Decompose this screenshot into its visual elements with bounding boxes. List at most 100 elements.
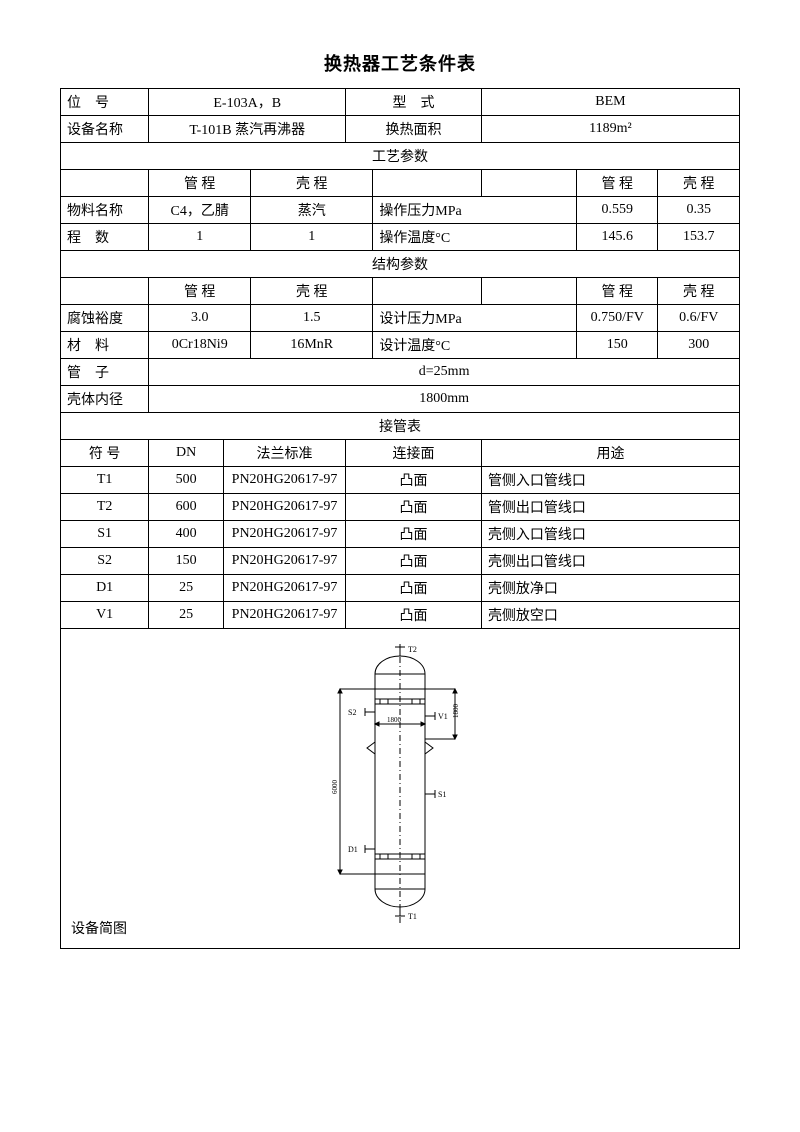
nozzle-row: S1400PN20HG20617-97凸面壳侧入口管线口	[61, 521, 740, 548]
structure-shell-col1: 壳 程	[251, 278, 373, 305]
structure-tube-row: 管 子 d=25mm	[61, 359, 740, 386]
nozzle-sym: D1	[61, 575, 149, 602]
structure-shell-id-row: 壳体内径 1800mm	[61, 386, 740, 413]
nozzle-sym: V1	[61, 602, 149, 629]
nozzle-flange: PN20HG20617-97	[223, 494, 345, 521]
pos-value: E-103A，B	[149, 89, 346, 116]
diag-width: 1800	[387, 716, 402, 724]
op-temp-label: 操作温度°C	[373, 224, 577, 251]
header-row-2: 设备名称 T-101B 蒸汽再沸器 换热面积 1189m²	[61, 116, 740, 143]
nozzle-use: 壳侧入口管线口	[481, 521, 739, 548]
nozzle-dn: 150	[149, 548, 224, 575]
material-shell: 蒸汽	[251, 197, 373, 224]
structure-tube-col1: 管 程	[149, 278, 251, 305]
op-pressure-label: 操作压力MPa	[373, 197, 577, 224]
pos-label: 位 号	[61, 89, 149, 116]
nozzle-col-dn: DN	[149, 440, 224, 467]
nozzle-use: 壳侧放净口	[481, 575, 739, 602]
process-tube-col2: 管 程	[576, 170, 657, 197]
op-temp-tube: 145.6	[576, 224, 657, 251]
diag-t2: T2	[408, 645, 417, 654]
nozzle-col-use: 用途	[481, 440, 739, 467]
nozzle-use: 管侧出口管线口	[481, 494, 739, 521]
design-pressure-shell: 0.6/FV	[658, 305, 740, 332]
passes-tube: 1	[149, 224, 251, 251]
structure-section-header: 结构参数	[61, 251, 740, 278]
equip-value: T-101B 蒸汽再沸器	[149, 116, 346, 143]
diag-d1: D1	[348, 845, 358, 854]
structure-corrosion-row: 腐蚀裕度 3.0 1.5 设计压力MPa 0.750/FV 0.6/FV	[61, 305, 740, 332]
process-shell-col2: 壳 程	[658, 170, 740, 197]
diag-s2: S2	[348, 708, 356, 717]
area-value: 1189m²	[481, 116, 739, 143]
tube-dim-value: d=25mm	[149, 359, 740, 386]
spec-table: 位 号 E-103A，B 型 式 BEM 设备名称 T-101B 蒸汽再沸器 换…	[60, 88, 740, 949]
process-material-row: 物料名称 C4，乙腈 蒸汽 操作压力MPa 0.559 0.35	[61, 197, 740, 224]
nozzle-dn: 600	[149, 494, 224, 521]
passes-shell: 1	[251, 224, 373, 251]
design-temp-shell: 300	[658, 332, 740, 359]
design-temp-tube: 150	[576, 332, 657, 359]
nozzle-use: 壳侧放空口	[481, 602, 739, 629]
corrosion-tube: 3.0	[149, 305, 251, 332]
structure-material-shell: 16MnR	[251, 332, 373, 359]
nozzle-flange: PN20HG20617-97	[223, 548, 345, 575]
material-label: 物料名称	[61, 197, 149, 224]
shell-id-label: 壳体内径	[61, 386, 149, 413]
diag-height-r: 1800	[452, 703, 460, 718]
diag-s1: S1	[438, 790, 446, 799]
shell-id-value: 1800mm	[149, 386, 740, 413]
nozzle-sym: S2	[61, 548, 149, 575]
nozzle-face: 凸面	[346, 602, 482, 629]
nozzle-flange: PN20HG20617-97	[223, 602, 345, 629]
nozzle-col-symbol: 符 号	[61, 440, 149, 467]
nozzle-flange: PN20HG20617-97	[223, 521, 345, 548]
type-label: 型 式	[346, 89, 482, 116]
process-passes-row: 程 数 1 1 操作温度°C 145.6 153.7	[61, 224, 740, 251]
process-tube-col1: 管 程	[149, 170, 251, 197]
process-section-header: 工艺参数	[61, 143, 740, 170]
op-pressure-shell: 0.35	[658, 197, 740, 224]
nozzle-header-row: 符 号 DN 法兰标准 连接面 用途	[61, 440, 740, 467]
design-pressure-tube: 0.750/FV	[576, 305, 657, 332]
process-shell-col1: 壳 程	[251, 170, 373, 197]
corrosion-shell: 1.5	[251, 305, 373, 332]
nozzle-flange: PN20HG20617-97	[223, 467, 345, 494]
nozzle-row: V125PN20HG20617-97凸面壳侧放空口	[61, 602, 740, 629]
nozzle-use: 管侧入口管线口	[481, 467, 739, 494]
nozzle-sym: T1	[61, 467, 149, 494]
op-pressure-tube: 0.559	[576, 197, 657, 224]
nozzle-col-face: 连接面	[346, 440, 482, 467]
nozzle-col-flange: 法兰标准	[223, 440, 345, 467]
structure-cols-row: 管 程 壳 程 管 程 壳 程	[61, 278, 740, 305]
nozzle-face: 凸面	[346, 494, 482, 521]
design-temp-label: 设计温度°C	[373, 332, 577, 359]
structure-tube-col2: 管 程	[576, 278, 657, 305]
nozzle-face: 凸面	[346, 575, 482, 602]
nozzle-face: 凸面	[346, 548, 482, 575]
nozzle-dn: 25	[149, 575, 224, 602]
header-row-1: 位 号 E-103A，B 型 式 BEM	[61, 89, 740, 116]
diagram-cell: T2 S2 V1	[61, 629, 740, 949]
nozzle-face: 凸面	[346, 467, 482, 494]
structure-material-label: 材 料	[61, 332, 149, 359]
tube-dim-label: 管 子	[61, 359, 149, 386]
passes-label: 程 数	[61, 224, 149, 251]
nozzle-row: D125PN20HG20617-97凸面壳侧放净口	[61, 575, 740, 602]
material-tube: C4，乙腈	[149, 197, 251, 224]
nozzle-flange: PN20HG20617-97	[223, 575, 345, 602]
nozzle-dn: 400	[149, 521, 224, 548]
equipment-diagram: T2 S2 V1	[280, 644, 520, 934]
structure-material-tube: 0Cr18Ni9	[149, 332, 251, 359]
area-label: 换热面积	[346, 116, 482, 143]
nozzle-dn: 500	[149, 467, 224, 494]
nozzle-dn: 25	[149, 602, 224, 629]
diag-t1: T1	[408, 912, 417, 921]
equip-label: 设备名称	[61, 116, 149, 143]
page-title: 换热器工艺条件表	[60, 50, 740, 76]
nozzle-sym: S1	[61, 521, 149, 548]
op-temp-shell: 153.7	[658, 224, 740, 251]
structure-shell-col2: 壳 程	[658, 278, 740, 305]
nozzle-row: T1500PN20HG20617-97凸面管侧入口管线口	[61, 467, 740, 494]
nozzle-sym: T2	[61, 494, 149, 521]
